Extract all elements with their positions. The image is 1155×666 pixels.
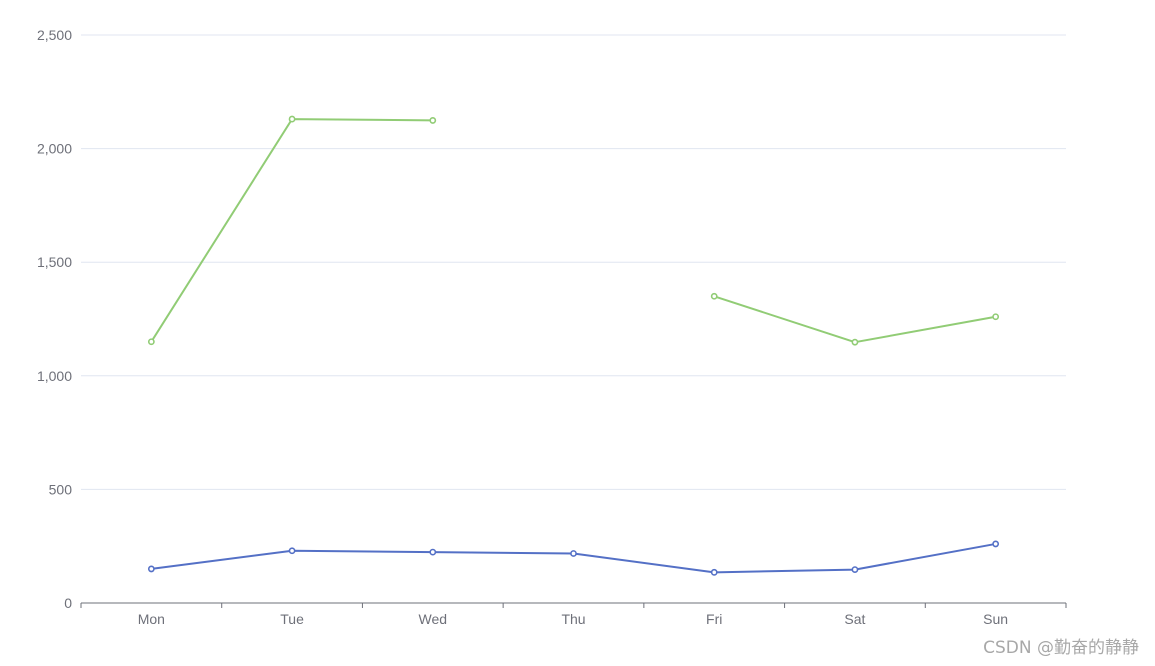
watermark: CSDN @勤奋的静静 <box>983 638 1139 658</box>
series-line-segment <box>150 118 433 343</box>
data-point <box>710 568 718 576</box>
y-tick-label: 2,500 <box>37 27 72 43</box>
x-tick-label: Fri <box>706 611 722 627</box>
x-tick-label: Tue <box>280 611 304 627</box>
x-tick-label: Sat <box>844 611 865 627</box>
y-tick-label: 1,000 <box>37 368 72 384</box>
y-tick-label: 2,000 <box>37 141 72 157</box>
grid-lines <box>81 34 1066 490</box>
y-tick-label: 0 <box>64 595 72 611</box>
data-point <box>570 550 577 557</box>
y-axis: 0 500 1,000 1,500 2,000 2,500 <box>37 27 72 611</box>
series-1 <box>147 540 1000 576</box>
data-point <box>288 547 296 555</box>
data-point <box>992 313 1000 321</box>
series-2 <box>147 115 1000 346</box>
data-point <box>288 115 296 123</box>
data-point <box>429 548 437 556</box>
x-tick-label: Sun <box>983 611 1008 627</box>
data-point <box>710 292 718 300</box>
y-tick-label: 1,500 <box>37 254 72 270</box>
data-point <box>147 338 155 346</box>
x-tick-label: Wed <box>419 611 448 627</box>
x-tick-label: Mon <box>138 611 165 627</box>
series-line-segment <box>713 295 996 344</box>
x-axis: Mon Tue Wed Thu Fri Sat Sun <box>80 602 1067 627</box>
series-line-segment <box>151 542 996 574</box>
x-tick-label: Thu <box>561 611 585 627</box>
data-point <box>992 540 1000 548</box>
data-point <box>147 565 155 573</box>
data-point <box>429 117 437 124</box>
data-point <box>851 566 859 574</box>
data-point <box>851 338 859 346</box>
y-tick-label: 500 <box>49 481 73 497</box>
series-lines <box>147 115 1000 576</box>
